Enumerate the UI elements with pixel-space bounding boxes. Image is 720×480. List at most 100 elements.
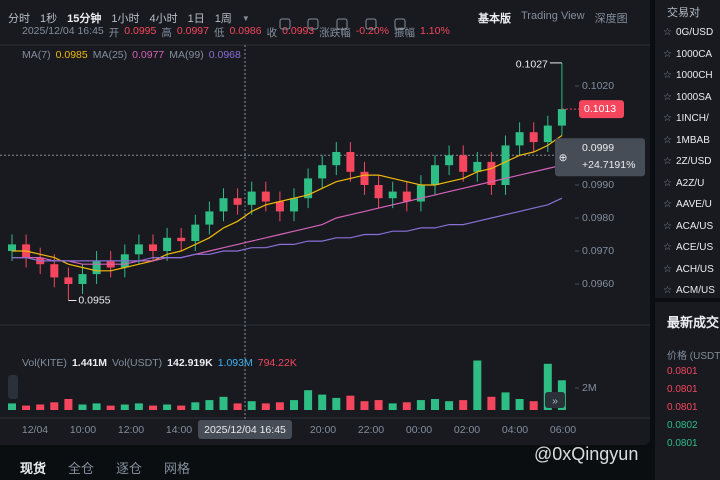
trades-header: 价格 (USDT: [667, 351, 720, 362]
pair-name: ACM/US: [675, 285, 715, 296]
info-value: -0.20%: [355, 25, 390, 37]
star-icon: ☆: [663, 199, 672, 210]
candle-body: [134, 244, 143, 255]
high-label: 0.1027: [516, 59, 548, 71]
pair-item[interactable]: ☆ ACE/US: [663, 242, 713, 253]
candle-body: [177, 237, 186, 242]
y-tick-label: 0.0970: [582, 245, 614, 257]
info-label: 收: [266, 27, 278, 39]
volume-bar: [22, 405, 31, 410]
info-label: 高: [161, 27, 172, 39]
pair-item[interactable]: ☆ AAVE/U: [663, 199, 712, 210]
volume-bar: [416, 400, 425, 410]
volume-bar: [134, 403, 143, 410]
volume-bar: [120, 404, 129, 410]
pair-item[interactable]: ☆ ACM/US: [663, 285, 715, 296]
pairs-title: 交易对: [667, 7, 700, 19]
pair-item[interactable]: ☆ 1INCH/: [663, 113, 709, 124]
interval-tab[interactable]: 分时: [8, 13, 30, 25]
view-tab[interactable]: Trading View: [521, 10, 585, 22]
interval-tab[interactable]: 1秒: [40, 13, 58, 25]
bottom-tab[interactable]: 现货: [20, 461, 47, 476]
volume-bar: [459, 400, 468, 410]
volume-bar: [261, 403, 270, 410]
candle-body: [149, 244, 157, 251]
volume-bar: [304, 390, 313, 410]
candle-body: [416, 185, 425, 202]
tool-icon: [336, 18, 348, 30]
crosshair-time-box: [198, 420, 292, 439]
x-tick-label: 12/04: [22, 424, 48, 436]
pair-item[interactable]: ☆ 2Z/USD: [663, 156, 712, 167]
volume-bar: [8, 403, 16, 410]
ma-label: MA(7): [22, 49, 51, 61]
volume-bar: [191, 402, 200, 410]
pair-item[interactable]: ☆ 1000CH: [663, 70, 713, 81]
crosshair-box: [555, 138, 645, 177]
volume-bar: [529, 401, 538, 410]
vol-label: Vol(KITE): [22, 357, 67, 369]
pair-name: 1000CA: [675, 48, 713, 60]
chart: 0.0960 0.0970 0.0980 0.0990 0.1020 2M 12/04 10:…: [0, 18, 650, 439]
panel-gap: [655, 298, 720, 302]
pair-item[interactable]: ☆ 1000CA: [663, 49, 712, 60]
interval-tab[interactable]: 1日: [187, 13, 205, 25]
side-panel: 交易对 ☆ 0G/USD ☆ 1000CA ☆ 1000CH ☆ 1000SA ☆ 1INCH/☆ 1…: [655, 0, 720, 480]
trade-price: 0.0801: [667, 384, 698, 395]
candle-body: [64, 277, 73, 284]
pair-name: A2Z/U: [675, 177, 705, 189]
ma-line: [12, 164, 563, 265]
pair-name: 0G/USD: [675, 27, 714, 38]
pair-item[interactable]: ☆ ACH/US: [663, 264, 714, 275]
watermark: @0xQingyun: [534, 444, 639, 464]
interval-tab[interactable]: 4小时: [149, 13, 178, 25]
scroll-icon: »: [552, 395, 558, 407]
candle-body: [290, 198, 298, 212]
bottom-tab[interactable]: 全仓: [68, 461, 95, 476]
trade-price: 0.0801: [667, 438, 698, 449]
vol-legend: Vol(KITE) 1.441M Vol(USDT) 142.919K 1.093M 79…: [22, 357, 297, 369]
volume-bar: [233, 403, 242, 410]
pair-item[interactable]: ☆ 1000SA: [663, 92, 712, 103]
info-label: 振幅: [394, 27, 416, 39]
volume-bar: [445, 401, 454, 410]
y2-tick-label: 2M: [582, 382, 597, 394]
star-icon: ☆: [663, 263, 672, 275]
bottom-tab[interactable]: 网格: [164, 461, 191, 476]
pair-item[interactable]: ☆ 1MBAB: [663, 135, 710, 146]
star-icon: ☆: [663, 27, 672, 38]
info-value: 0.0995: [124, 25, 157, 37]
ma-value: 0.0985: [55, 49, 88, 61]
bottom-tab[interactable]: 逐仓: [116, 461, 143, 476]
pair-item[interactable]: ☆ ACA/US: [663, 221, 713, 232]
info-label: 低: [214, 27, 225, 39]
pair-name: 1000CH: [675, 70, 713, 81]
star-icon: ☆: [663, 70, 672, 81]
pair-item[interactable]: ☆ A2Z/U: [663, 178, 704, 189]
candle-body: [50, 264, 59, 278]
candle-body: [445, 155, 454, 166]
info-label: 涨跌幅: [319, 27, 351, 39]
candle-body: [163, 237, 172, 251]
x-tick-label: 22:00: [358, 424, 384, 436]
last-price-tag: [579, 100, 624, 119]
y-tick-label: 0.0960: [582, 278, 614, 290]
interval-tab[interactable]: 1周: [214, 13, 232, 25]
volume-bar: [275, 402, 284, 410]
scroll-right: [545, 392, 565, 408]
view-tab[interactable]: 基本版: [478, 13, 511, 25]
volume-bar: [402, 402, 411, 410]
dropdown-icon[interactable]: ▼: [241, 13, 250, 23]
interval-tab[interactable]: 15分钟: [67, 13, 102, 25]
interval-tab[interactable]: 1小时: [111, 13, 140, 25]
view-tab[interactable]: 深度图: [594, 13, 628, 25]
view-switch: 基本版 Trading View 深度图: [478, 10, 628, 26]
pair-item[interactable]: ☆ 0G/USD: [663, 27, 713, 38]
volume-bar: [149, 405, 157, 410]
pair-name: 2Z/USD: [675, 156, 712, 167]
candle-body: [487, 161, 496, 185]
candle-body: [346, 152, 355, 172]
scroll-left: [8, 375, 18, 399]
pair-name: AAVE/U: [675, 199, 712, 210]
